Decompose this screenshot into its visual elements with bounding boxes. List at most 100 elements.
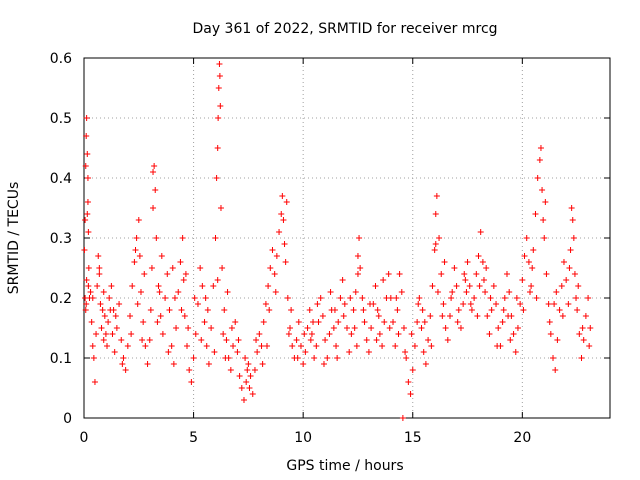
data-point [157,313,164,319]
data-point [539,187,546,193]
y-tick-label: 0.3 [50,231,72,247]
data-point [420,349,427,355]
data-point [95,253,102,259]
data-point [284,295,291,301]
data-point [408,331,415,337]
data-point [519,277,526,283]
data-point [570,235,577,241]
data-point [436,235,443,241]
data-point [313,343,320,349]
data-point [512,349,519,355]
data-point [571,271,578,277]
data-point [108,283,115,289]
data-point [265,283,272,289]
data-point [559,313,566,319]
data-point [372,283,379,289]
data-point [282,259,289,265]
data-point [326,331,333,337]
data-point [334,355,341,361]
chart-title: Day 361 of 2022, SRMTID for receiver mrc… [192,21,497,37]
data-point [352,289,359,295]
data-point [238,385,245,391]
data-point [350,307,357,313]
data-point [500,307,507,313]
data-point [287,325,294,331]
data-point [84,151,91,157]
data-point [135,217,142,223]
data-point [575,283,582,289]
data-point [129,283,136,289]
data-point [510,331,517,337]
data-point [273,253,280,259]
data-point [272,289,279,295]
data-point [134,301,141,307]
data-point [310,319,317,325]
data-point [307,337,314,343]
data-point [573,295,580,301]
data-point [173,325,180,331]
data-point [276,229,283,235]
data-point [586,343,593,349]
y-tick-label: 0.2 [50,291,72,307]
data-point [448,295,455,301]
data-point [142,343,149,349]
data-point [159,331,166,337]
data-point [256,331,263,337]
data-point [315,319,322,325]
data-point [505,313,512,319]
data-point [96,271,103,277]
data-point [484,313,491,319]
data-point [488,307,495,313]
data-point [418,325,425,331]
y-tick-label: 0.1 [50,351,72,367]
data-point [221,307,228,313]
data-point [527,289,534,295]
data-point [131,259,138,265]
data-point [385,271,392,277]
data-point [153,235,160,241]
data-point [390,319,397,325]
data-point [165,349,172,355]
data-point [139,337,146,343]
data-point [228,325,235,331]
data-point [205,361,212,367]
data-point [94,283,101,289]
data-point [441,259,448,265]
data-point [331,307,338,313]
data-point [536,157,543,163]
x-tick-label: 15 [404,430,422,446]
data-point [454,319,461,325]
data-point [425,337,432,343]
data-point [501,295,508,301]
data-point [119,361,126,367]
data-point [421,319,428,325]
data-point [432,241,439,247]
data-point [523,235,530,241]
data-point [156,289,163,295]
data-point [118,337,125,343]
data-point [148,265,155,271]
data-point [462,277,469,283]
data-point [100,337,107,343]
data-point [534,175,541,181]
data-point [84,199,91,205]
grid-lines [84,58,610,418]
data-point [354,253,361,259]
data-point [507,337,514,343]
data-point [503,271,510,277]
data-point [333,343,340,349]
data-point [399,415,406,421]
data-point [85,283,92,289]
data-point [83,133,90,139]
data-point [146,337,153,343]
data-point [128,331,135,337]
data-point [463,289,470,295]
data-point [495,325,502,331]
data-point [104,343,111,349]
data-point [301,331,308,337]
data-point [88,319,95,325]
data-point [216,61,223,67]
data-point [152,187,159,193]
data-point [347,295,354,301]
